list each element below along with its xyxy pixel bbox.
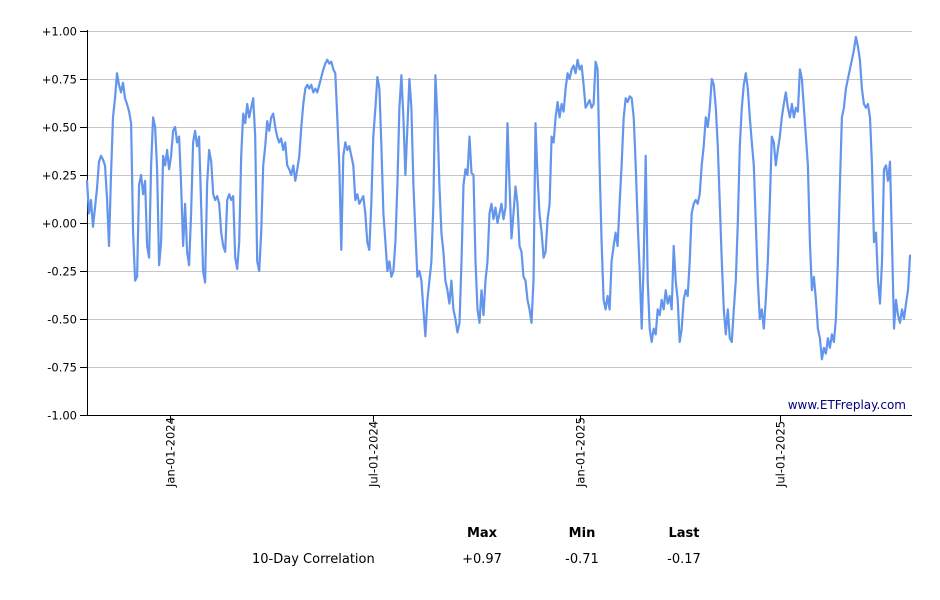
correlation-chart: +1.00 +0.75 +0.50 +0.25 +0.00 -0.25 -0.50 -0.75… [42, 25, 912, 488]
stat-min-value: -0.71 [565, 552, 599, 567]
y-tick-label: +0.25 [42, 169, 77, 183]
stats-row-label: 10-Day Correlation [252, 552, 375, 567]
correlation-chart-svg: +1.00 +0.75 +0.50 +0.25 +0.00 -0.25 -0.50 -0.75… [42, 25, 912, 488]
y-tick-label: +1.00 [42, 25, 77, 39]
stats-table: Max Min Last 10-Day Correlation +0.97 -0… [0, 505, 940, 600]
stats-header-min: Min [568, 526, 596, 541]
stat-max-value: +0.97 [462, 552, 502, 567]
x-tick-label: Jul-01-2025 [774, 421, 788, 488]
stat-last-value: -0.17 [667, 552, 701, 567]
stats-header-max: Max [466, 526, 498, 541]
etfreplay-watermark-link[interactable]: www.ETFreplay.com [788, 398, 906, 412]
correlation-line-series [85, 35, 912, 361]
x-tick-label: Jan-01-2025 [574, 417, 588, 488]
x-tick-label: Jan-01-2024 [164, 417, 178, 488]
stats-header-last: Last [668, 526, 700, 541]
y-tick-label: -0.50 [47, 313, 77, 327]
y-tick-label: +0.50 [42, 121, 77, 135]
x-tick-label: Jul-01-2024 [367, 421, 381, 488]
y-tick-label: -1.00 [47, 409, 77, 423]
y-tick-label: -0.75 [47, 361, 77, 375]
y-tick-label: +0.00 [42, 217, 77, 231]
y-tick-label: +0.75 [42, 73, 77, 87]
y-tick-label: -0.25 [47, 265, 77, 279]
